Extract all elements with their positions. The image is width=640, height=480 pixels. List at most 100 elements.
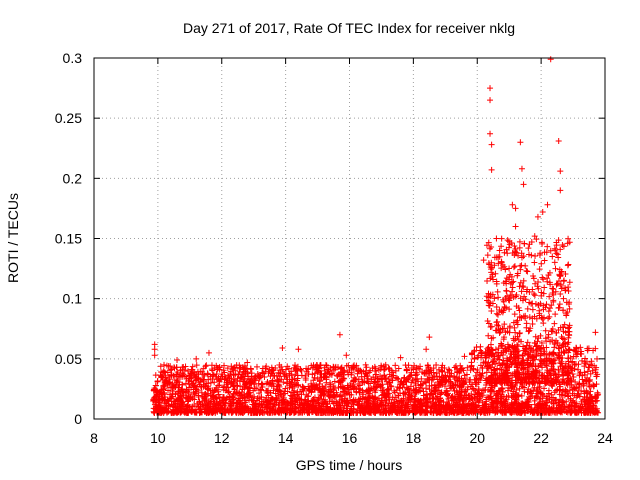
data-point [161,361,168,368]
data-point [560,295,567,302]
x-tick-label: 12 [214,430,230,446]
data-point [411,396,418,403]
data-point [174,357,181,364]
data-point [541,257,548,264]
data-point [350,399,357,406]
data-point [294,375,301,382]
data-point [555,138,562,145]
chart-title: Day 271 of 2017, Rate Of TEC Index for r… [183,20,515,36]
data-point [549,253,556,260]
data-point [498,235,505,242]
data-point [464,384,471,391]
data-point [406,408,413,415]
data-point [312,370,319,377]
data-point [356,389,363,396]
data-point [333,372,340,379]
data-point [353,362,360,369]
data-point [176,381,183,388]
data-point [364,403,371,410]
data-point [460,408,467,415]
data-point [225,373,232,380]
data-point [552,265,559,272]
data-point [427,391,434,398]
data-point [299,383,306,390]
data-point [311,374,318,381]
data-point [546,305,553,312]
data-point [165,387,172,394]
data-point [263,387,270,394]
y-tick-label: 0.1 [63,291,83,307]
data-point [371,363,378,370]
data-point [421,378,428,385]
data-point [174,400,181,407]
data-point [397,354,404,361]
data-point [305,383,312,390]
grid-lines [94,58,605,419]
data-point [442,377,449,384]
data-point [270,372,277,379]
data-point [152,372,159,379]
data-point [503,304,510,311]
y-tick-label: 0.3 [63,50,83,66]
data-point [276,401,283,408]
data-point [503,287,510,294]
data-point [151,385,158,392]
data-point [343,352,350,359]
x-tick-label: 18 [406,430,422,446]
data-point [545,315,552,322]
data-point [566,346,573,353]
data-point [518,165,525,172]
data-point [330,364,337,371]
data-point [158,373,165,380]
data-point [536,266,543,273]
data-point [302,377,309,384]
data-point [410,376,417,383]
data-point [286,372,293,379]
data-point [325,389,332,396]
data-point [400,390,407,397]
data-point [551,259,558,266]
data-point [464,364,471,371]
data-point [391,387,398,394]
data-point [444,369,451,376]
data-point [396,385,403,392]
data-point [229,366,236,373]
data-point [317,377,324,384]
data-point [276,373,283,380]
data-point [524,389,531,396]
data-point [488,307,495,314]
data-point [234,375,241,382]
data-point [425,366,432,373]
data-point [458,388,465,395]
data-point [218,373,225,380]
data-point [356,396,363,403]
data-point [188,408,195,415]
data-point [542,327,549,334]
data-points [150,56,602,416]
data-point [407,372,414,379]
data-point [412,382,419,389]
data-point [439,362,446,369]
data-point [441,383,448,390]
data-point [254,397,261,404]
data-point [412,372,419,379]
data-point [316,365,323,372]
data-point [168,384,175,391]
data-point [523,267,530,274]
data-point [211,399,218,406]
data-point [205,401,212,408]
data-point [531,259,538,266]
x-axis-label: GPS time / hours [296,457,403,473]
data-point [215,388,222,395]
data-point [216,394,223,401]
x-tick-label: 14 [278,430,294,446]
data-point [289,384,296,391]
data-point [487,85,494,92]
data-point [293,406,300,413]
data-point [517,139,524,146]
data-point [477,343,484,350]
data-point [224,365,231,372]
data-point [203,362,210,369]
data-point [512,205,519,212]
data-point [487,97,494,104]
